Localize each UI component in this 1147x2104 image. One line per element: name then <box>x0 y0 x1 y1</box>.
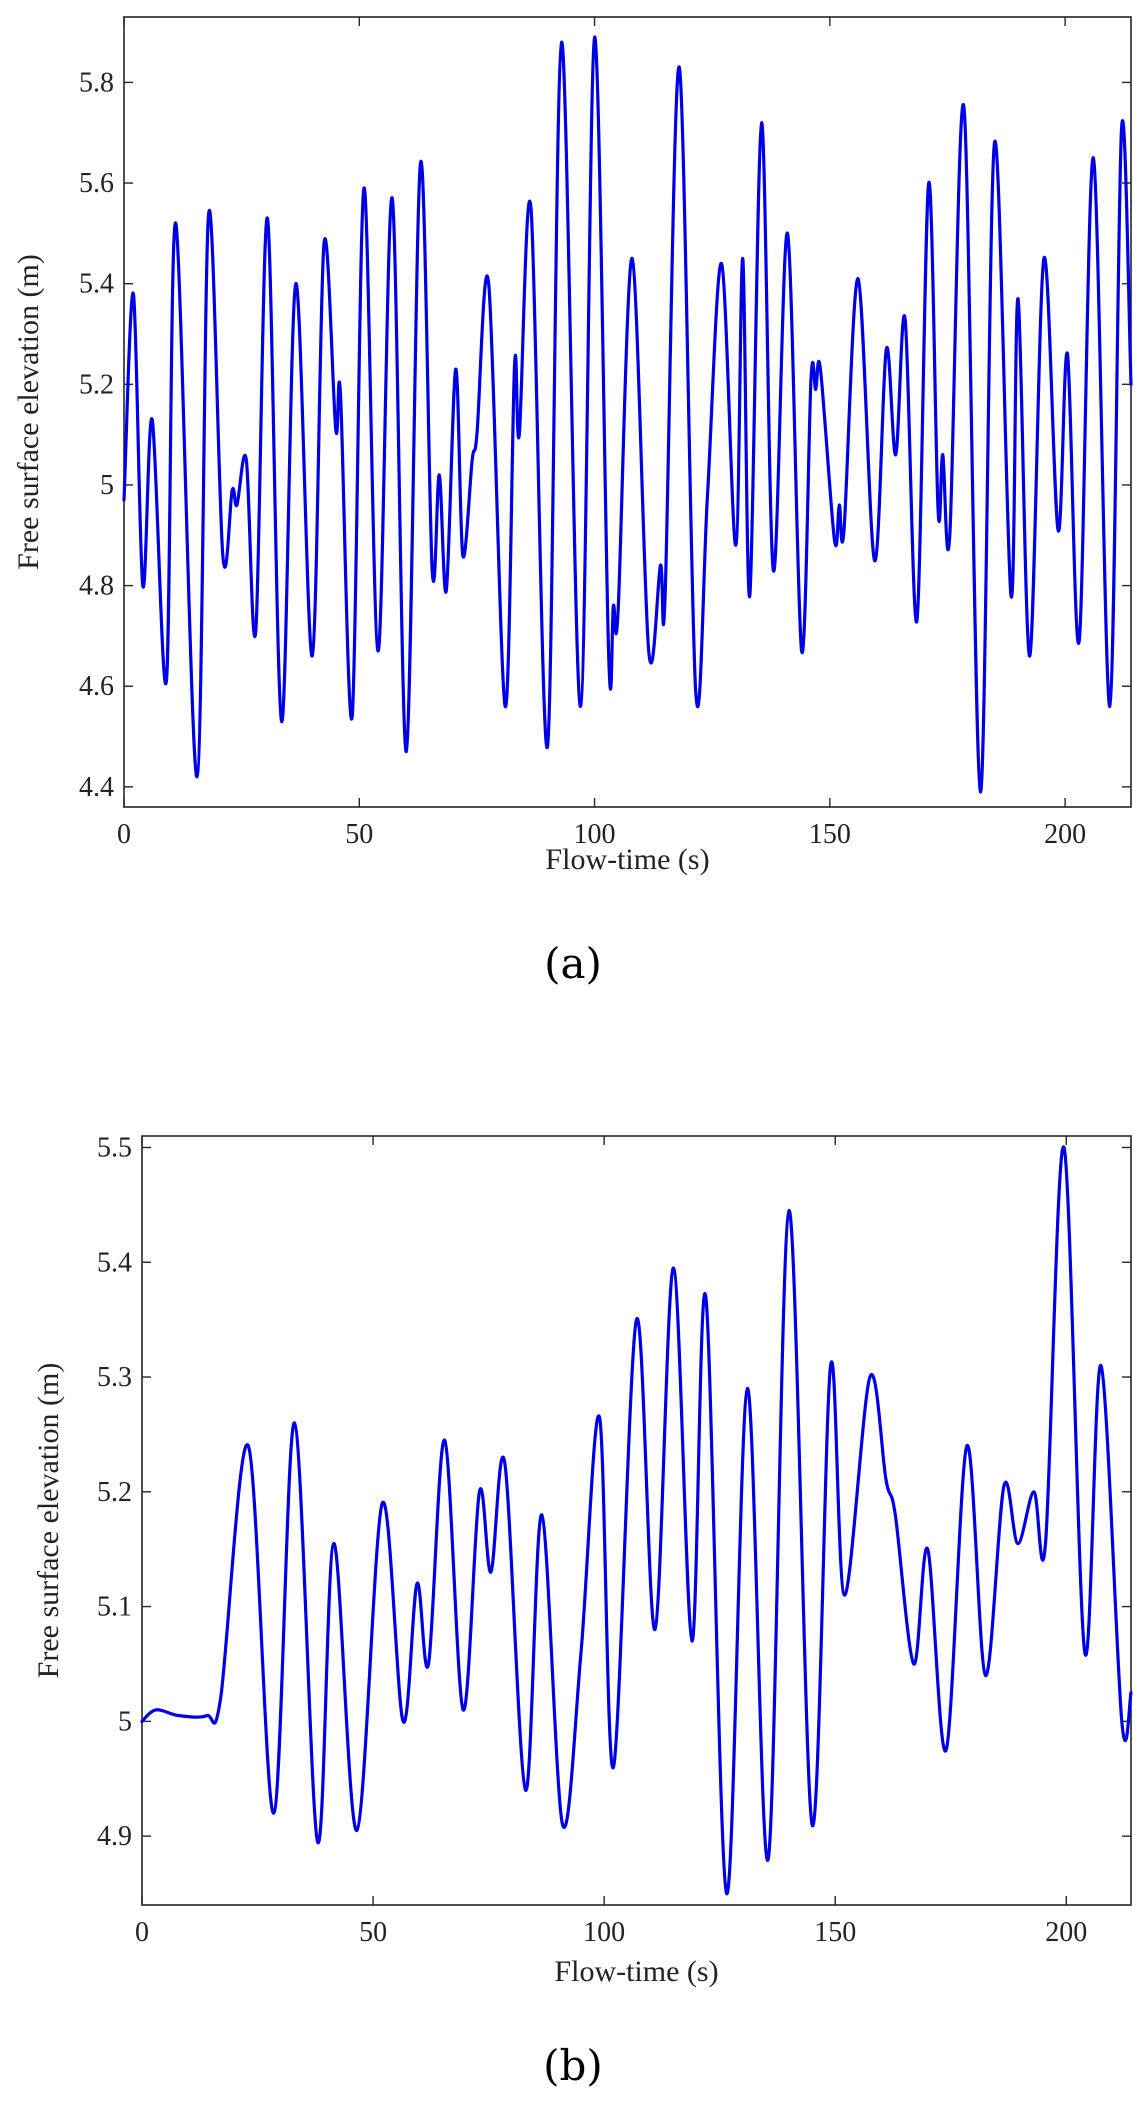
caption-b: (b) <box>543 2041 603 2090</box>
x-tick-label-a: 50 <box>345 819 373 850</box>
y-axis-title-a: Free surface elevation (m) <box>12 254 45 570</box>
x-tick-label-b: 100 <box>583 1917 625 1948</box>
ticks-a: 0 50 100 150 200 4.4 4.6 4.8 5 5.2 5.4 5.6 5.8 <box>79 17 1131 850</box>
x-tick-label-a: 150 <box>809 819 851 850</box>
x-tick-label-a: 100 <box>574 819 616 850</box>
y-tick-label-b: 4.9 <box>97 1821 132 1852</box>
y-tick-label-a: 5 <box>100 470 114 501</box>
x-axis-title-b: Flow-time (s) <box>554 1955 718 1988</box>
y-tick-label-a: 5.6 <box>79 168 114 199</box>
chart-b: 0 50 100 150 200 4.9 5 5.1 5.2 5.3 5.4 5.5 Flow-tim… <box>32 1132 1133 2090</box>
y-tick-label-b: 5.2 <box>97 1477 132 1508</box>
y-axis-title-b: Free surface elevation (m) <box>32 1363 65 1679</box>
y-tick-label-b: 5.5 <box>97 1132 132 1163</box>
series-line-b <box>140 1145 1133 1896</box>
plot-frame-a <box>123 16 1132 808</box>
caption-a: (a) <box>544 939 602 988</box>
x-tick-label-b: 150 <box>814 1917 856 1948</box>
y-tick-label-a: 4.6 <box>79 671 114 702</box>
y-tick-label-b: 5 <box>118 1706 132 1737</box>
y-tick-label-b: 5.1 <box>97 1592 132 1623</box>
chart-a: 0 50 100 150 200 4.4 4.6 4.8 5 5.2 5.4 5.6 5.8 Flow-… <box>12 16 1133 988</box>
x-tick-label-b: 200 <box>1045 1917 1087 1948</box>
x-tick-label-b: 50 <box>359 1917 387 1948</box>
ticks-b: 0 50 100 150 200 4.9 5 5.1 5.2 5.3 5.4 5.5 <box>97 1132 1131 1948</box>
plot-frame-b <box>141 1135 1132 1906</box>
series-line-a <box>122 35 1133 794</box>
y-tick-label-b: 5.3 <box>97 1362 132 1393</box>
y-tick-label-a: 4.8 <box>79 571 114 602</box>
x-tick-label-a: 200 <box>1044 819 1086 850</box>
y-tick-label-a: 5.4 <box>79 269 114 300</box>
x-axis-title-a: Flow-time (s) <box>545 843 709 876</box>
y-tick-label-a: 5.8 <box>79 67 114 98</box>
x-tick-label-a: 0 <box>117 819 131 850</box>
y-tick-label-b: 5.4 <box>97 1247 132 1278</box>
y-tick-label-a: 5.2 <box>79 369 114 400</box>
x-tick-label-b: 0 <box>135 1917 149 1948</box>
y-tick-label-a: 4.4 <box>79 772 114 803</box>
